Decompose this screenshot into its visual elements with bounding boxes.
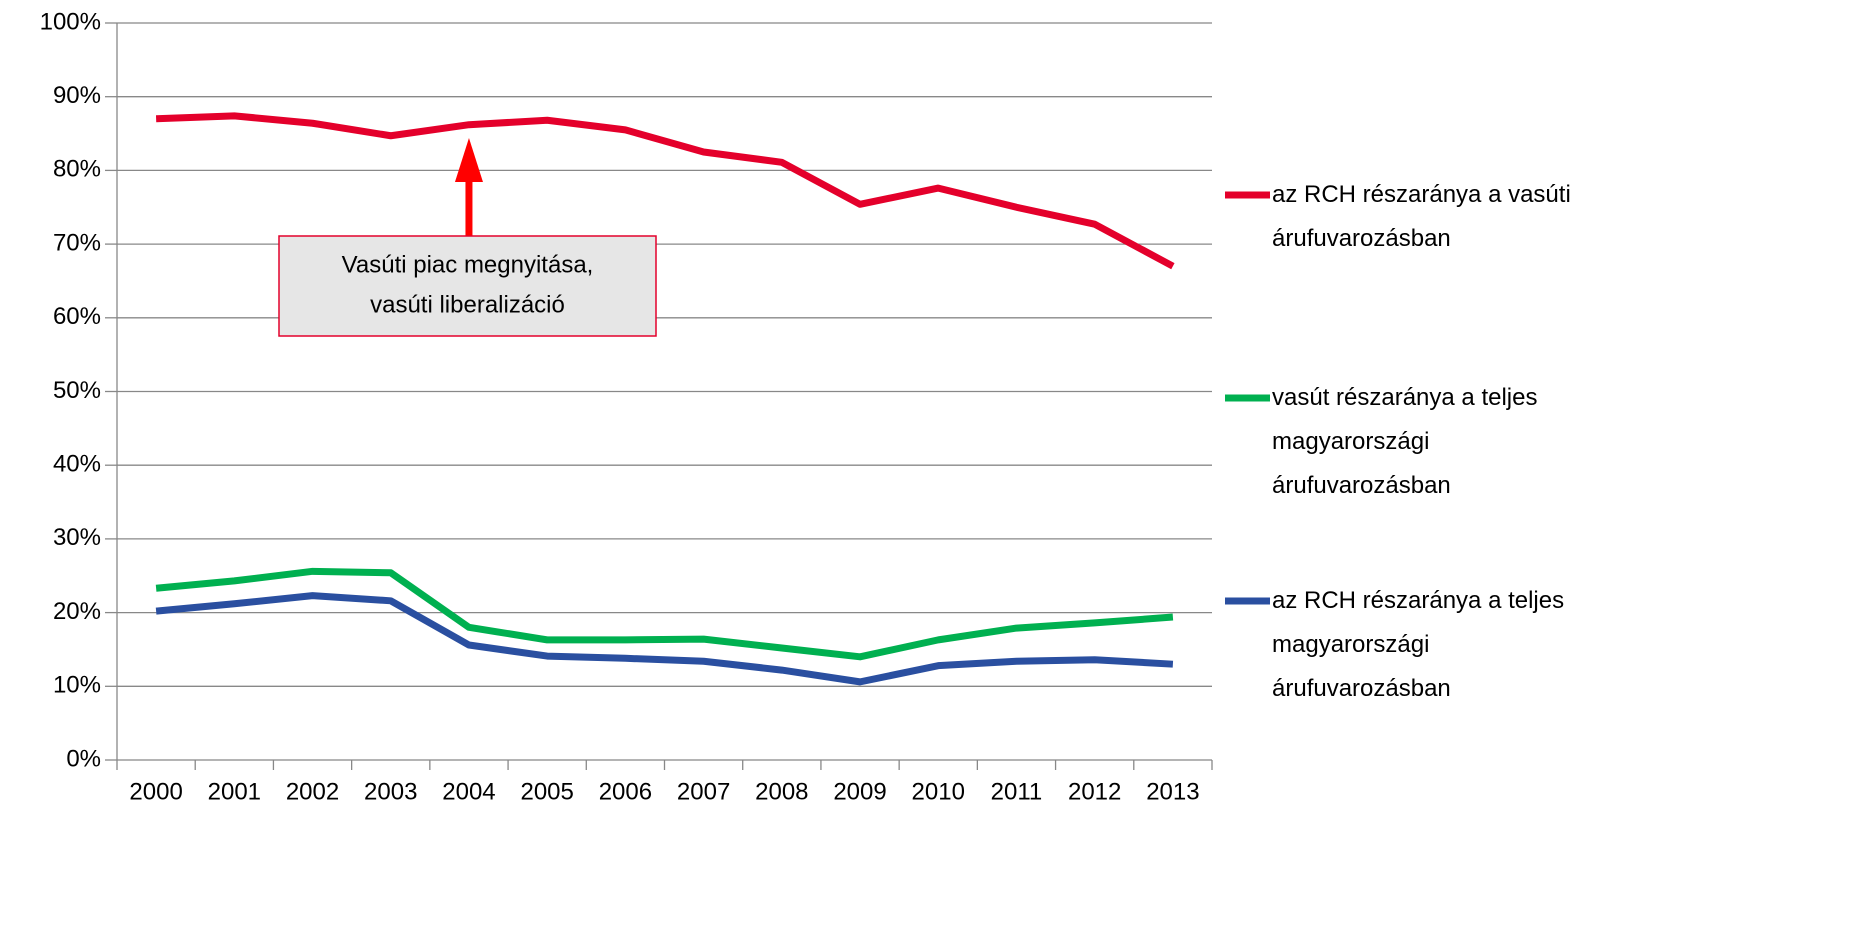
y-tick-label: 60%	[53, 303, 101, 330]
annotation-box	[278, 235, 657, 337]
y-tick-label: 90%	[53, 82, 101, 109]
legend-item: az RCH részaránya a teljes magyarországi…	[1272, 587, 1565, 702]
x-tick-label: 2013	[1146, 778, 1199, 805]
y-tick-label: 80%	[53, 156, 101, 183]
y-tick-label: 50%	[53, 377, 101, 404]
series-line	[155, 567, 1174, 661]
x-tick-label: 2003	[364, 778, 417, 805]
legend-label: az RCH részaránya a teljes magyarországi…	[1272, 587, 1565, 702]
x-tick-label: 2011	[991, 778, 1043, 805]
x-tick-label: 2008	[755, 778, 808, 805]
legend-label: az RCH részaránya a vasúti árufuvarozásb…	[1272, 181, 1571, 252]
legend-label: vasút részaránya a teljes magyarországi …	[1272, 384, 1538, 499]
legend-item: az RCH részaránya a vasúti árufuvarozásb…	[1272, 181, 1571, 252]
x-tick-label: 2006	[599, 778, 652, 805]
series-line	[155, 592, 1174, 686]
x-tick-label: 2004	[442, 778, 495, 805]
x-tick-label: 2001	[208, 778, 261, 805]
y-tick-label: 10%	[53, 672, 101, 699]
x-tick-label: 2009	[833, 778, 886, 805]
x-tick-label: 2005	[520, 778, 573, 805]
y-tick-label: 0%	[66, 745, 101, 772]
x-tick-label: 2010	[912, 778, 965, 805]
annotation-text: Vasúti piac megnyitása,	[342, 251, 594, 278]
y-tick-label: 30%	[53, 524, 101, 551]
x-tick-label: 2012	[1068, 778, 1121, 805]
y-tick-label: 20%	[53, 598, 101, 625]
y-tick-label: 70%	[53, 229, 101, 256]
annotation-arrow-head	[454, 138, 483, 182]
x-tick-label: 2002	[286, 778, 339, 805]
y-tick-label: 100%	[40, 8, 101, 35]
x-tick-label: 2000	[129, 778, 182, 805]
x-tick-label: 2007	[677, 778, 730, 805]
y-tick-label: 40%	[53, 451, 101, 478]
series-line	[155, 112, 1175, 270]
legend-item: vasút részaránya a teljes magyarországi …	[1272, 384, 1538, 499]
annotation-text: vasúti liberalizáció	[370, 291, 565, 318]
